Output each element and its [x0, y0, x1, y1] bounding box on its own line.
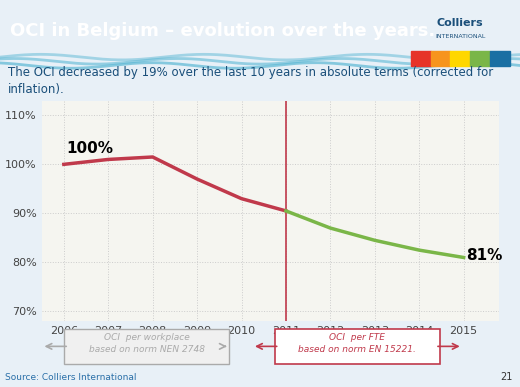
Text: INTERNATIONAL: INTERNATIONAL: [435, 34, 485, 39]
FancyBboxPatch shape: [275, 329, 440, 365]
Text: 21: 21: [500, 372, 512, 382]
Text: OCI  per FTE
based on norm EN 15221.: OCI per FTE based on norm EN 15221.: [298, 334, 417, 354]
Text: OCI in Belgium – evolution over the years.: OCI in Belgium – evolution over the year…: [10, 22, 436, 40]
Bar: [450, 51, 470, 66]
Text: The OCI decreased by 19% over the last 10 years in absolute terms (corrected for: The OCI decreased by 19% over the last 1…: [8, 67, 493, 96]
Bar: [490, 51, 510, 66]
Bar: [431, 51, 450, 66]
FancyBboxPatch shape: [64, 329, 229, 365]
Text: Source: Colliers International: Source: Colliers International: [5, 373, 137, 382]
Text: 81%: 81%: [466, 248, 502, 262]
Bar: [470, 51, 490, 66]
Text: 100%: 100%: [66, 140, 113, 156]
Text: OCI  per workplace
based on norm NEN 2748: OCI per workplace based on norm NEN 2748: [89, 334, 205, 354]
Bar: [411, 51, 431, 66]
Text: Colliers: Colliers: [437, 17, 484, 27]
